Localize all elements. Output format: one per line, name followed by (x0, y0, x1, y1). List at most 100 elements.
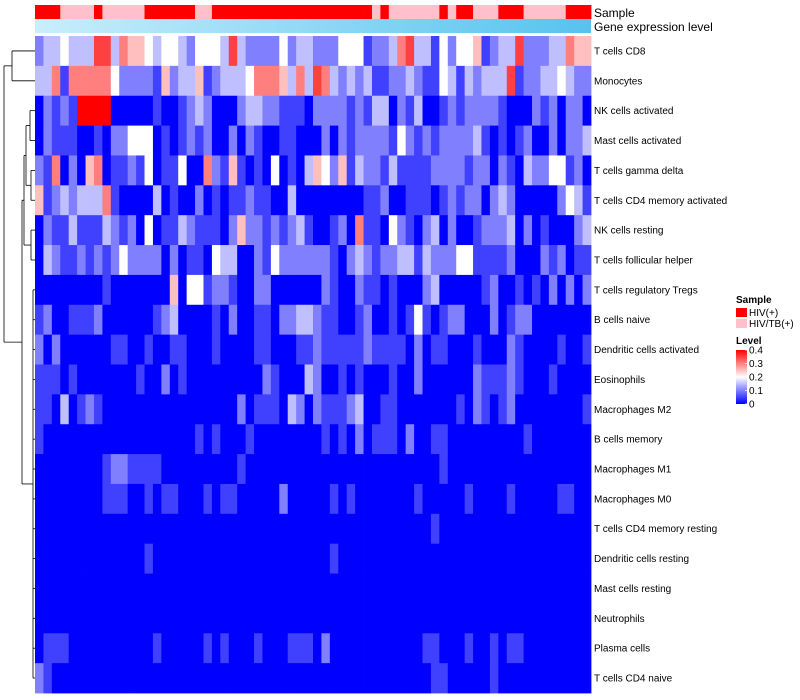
heatmap-cell (355, 543, 364, 574)
heatmap-cell (346, 185, 356, 216)
heatmap-cell (355, 394, 364, 425)
heatmap-cell (363, 65, 373, 97)
heatmap-cell (60, 394, 70, 425)
heatmap-cell (363, 424, 373, 455)
heatmap-cell (178, 543, 188, 574)
heatmap-cell (346, 573, 356, 604)
heatmap-cell (397, 394, 407, 425)
heatmap-cell (557, 304, 567, 336)
heatmap-cell (152, 36, 162, 67)
heatmap-cell (582, 633, 592, 664)
heatmap-cell (321, 185, 331, 216)
heatmap-cell (489, 95, 499, 126)
heatmap-cell (279, 513, 289, 545)
row-label: Macrophages M0 (594, 494, 672, 505)
heatmap-cell (321, 543, 331, 574)
heatmap-cell (456, 334, 466, 365)
heatmap-cell (363, 663, 373, 694)
heatmap-cell (35, 274, 44, 306)
heatmap-cell (464, 185, 474, 216)
heatmap-cell (110, 573, 120, 604)
heatmap-cell (346, 633, 356, 664)
heatmap-cell (60, 125, 70, 156)
heatmap-cell (93, 424, 103, 455)
heatmap-cell (186, 245, 196, 276)
heatmap-cell (68, 95, 78, 126)
heatmap-cell (136, 543, 145, 574)
annotation-label-sample: Sample (594, 6, 635, 20)
heatmap-cell (371, 65, 381, 97)
heatmap-cell (195, 245, 204, 276)
heatmap-cell (447, 36, 457, 67)
heatmap-cell (220, 663, 230, 694)
heatmap-cell (414, 543, 423, 574)
heatmap-cell (270, 573, 280, 604)
heatmap-cell (532, 36, 541, 67)
heatmap-cell (439, 36, 449, 67)
heatmap-cell (388, 663, 398, 694)
heatmap-cell (161, 424, 171, 455)
heatmap-cell (329, 245, 339, 276)
heatmap-cell (178, 274, 188, 306)
heatmap-cell (329, 36, 339, 67)
heatmap-cell (498, 633, 508, 664)
heatmap-cell (245, 334, 255, 365)
heatmap-cell (582, 215, 592, 246)
heatmap-cell (127, 543, 137, 574)
heatmap-cell (77, 125, 86, 156)
heatmap-cell (380, 364, 390, 395)
heatmap-cell (186, 663, 196, 694)
heatmap-cell (388, 304, 398, 336)
heatmap-cell (397, 215, 407, 246)
heatmap-cell (313, 36, 322, 67)
heatmap-cell (346, 36, 356, 67)
heatmap-cell (144, 543, 154, 574)
heatmap-cell (515, 633, 524, 664)
heatmap-cell (489, 394, 499, 425)
heatmap-cell (68, 573, 78, 604)
heatmap-cell (287, 633, 297, 664)
heatmap-cell (355, 155, 364, 186)
heatmap-cell (498, 125, 508, 156)
heatmap-cell (228, 274, 238, 306)
heatmap-cell (346, 125, 356, 156)
heatmap-cell (237, 513, 246, 545)
heatmap-cell (304, 424, 314, 455)
heatmap-cell (169, 603, 179, 634)
heatmap-cell (102, 603, 112, 634)
heatmap-cell (102, 65, 112, 97)
heatmap-cell (447, 125, 457, 156)
heatmap-cell (447, 155, 457, 186)
heatmap-cell (304, 364, 314, 395)
heatmap-cell (228, 663, 238, 694)
heatmap-cell (152, 334, 162, 365)
heatmap-cell (68, 125, 78, 156)
heatmap-cell (439, 185, 449, 216)
heatmap-cell (77, 483, 86, 515)
heatmap-cell (388, 125, 398, 156)
heatmap-cell (515, 454, 524, 485)
heatmap-cell (313, 483, 322, 515)
heatmap-cell (237, 65, 246, 97)
heatmap-cell (540, 573, 550, 604)
heatmap-cell (85, 543, 95, 574)
heatmap-cell (68, 274, 78, 306)
heatmap-cell (178, 603, 188, 634)
heatmap-cell (329, 424, 339, 455)
heatmap-cell (161, 95, 171, 126)
row-label: T cells CD4 naive (594, 674, 673, 685)
heatmap-cell (287, 663, 297, 694)
heatmap-cell (355, 215, 364, 246)
heatmap-cell (557, 155, 567, 186)
heatmap-cell (43, 603, 53, 634)
heatmap-cell (523, 513, 533, 545)
heatmap-cell (548, 573, 558, 604)
heatmap-cell (464, 125, 474, 156)
heatmap-cell (582, 36, 592, 67)
heatmap-cell (565, 304, 575, 336)
heatmap-cell (473, 334, 482, 365)
sample-cell (279, 5, 289, 19)
heatmap-cell (515, 573, 524, 604)
heatmap-cell (245, 125, 255, 156)
heatmap-cell (321, 573, 331, 604)
